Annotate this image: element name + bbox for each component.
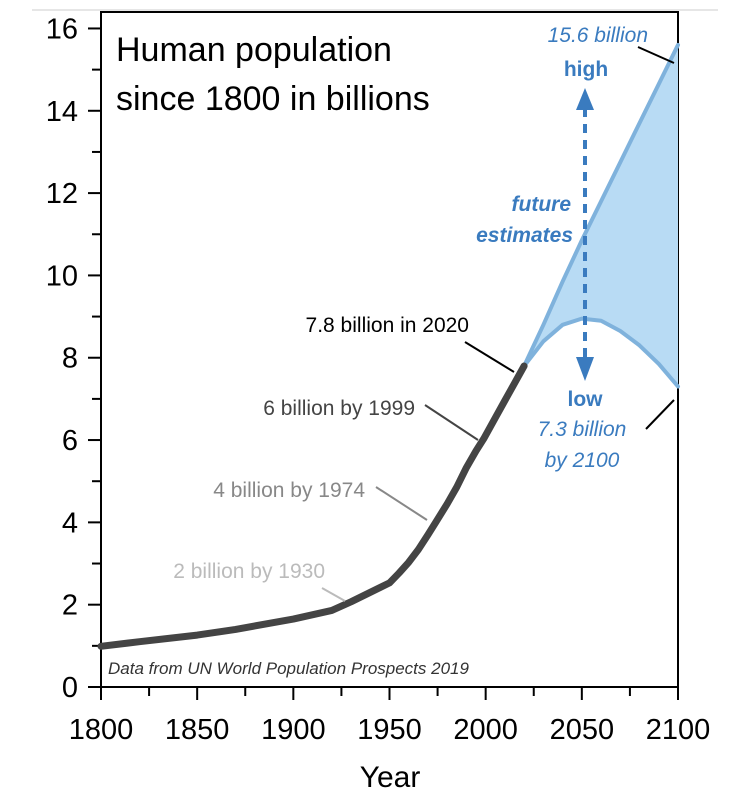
y-tick-label: 8 <box>62 343 78 375</box>
x-tick-label: 1800 <box>69 714 134 746</box>
label-4-billion-1974: 4 billion by 1974 <box>213 479 365 502</box>
y-tick-label: 6 <box>62 425 78 457</box>
y-tick-label: 14 <box>46 96 78 128</box>
source-note: Data from UN World Population Prospects … <box>108 659 469 678</box>
x-tick-label: 1950 <box>357 714 422 746</box>
projection-high-line <box>522 42 680 368</box>
leader-1974 <box>375 486 428 521</box>
x-tick-label: 2050 <box>550 714 615 746</box>
chart-title-line1: Human population <box>116 31 392 69</box>
y-tick-label: 12 <box>46 178 78 210</box>
y-tick-label: 4 <box>62 507 78 539</box>
arrow-down-icon <box>576 357 594 381</box>
y-tick-label: 0 <box>62 672 78 704</box>
leader-2020 <box>464 341 515 373</box>
x-axis-label: Year <box>360 761 421 794</box>
label-estimates: estimates <box>476 224 573 247</box>
leader-low <box>645 399 675 430</box>
label-low-word: low <box>568 388 604 411</box>
projection-low-line <box>522 316 680 389</box>
x-tick-label: 2000 <box>453 714 518 746</box>
label-low-value: 7.3 billion <box>538 418 627 441</box>
label-2-billion-1930: 2 billion by 1930 <box>173 560 325 583</box>
x-tick-label: 2100 <box>646 714 711 746</box>
y-tick-label: 2 <box>62 590 78 622</box>
historical-population-line <box>97 362 528 650</box>
label-low-year: by 2100 <box>545 449 620 472</box>
arrow-up-icon <box>576 88 594 110</box>
y-tick-label: 16 <box>46 13 78 45</box>
leader-high <box>637 46 675 64</box>
label-high-value: 15.6 billion <box>548 24 648 47</box>
label-7-8-billion-2020: 7.8 billion in 2020 <box>306 314 469 337</box>
label-6-billion-1999: 6 billion by 1999 <box>263 397 415 420</box>
x-tick-label: 1900 <box>261 714 326 746</box>
leader-1930 <box>321 587 346 602</box>
label-future: future <box>512 193 572 216</box>
chart-title-line2: since 1800 in billions <box>116 80 430 118</box>
label-high-word: high <box>564 58 608 81</box>
x-tick-label: 1850 <box>165 714 230 746</box>
leader-1999 <box>424 404 479 441</box>
projection-range-area <box>524 44 678 387</box>
y-tick-label: 10 <box>46 260 78 292</box>
